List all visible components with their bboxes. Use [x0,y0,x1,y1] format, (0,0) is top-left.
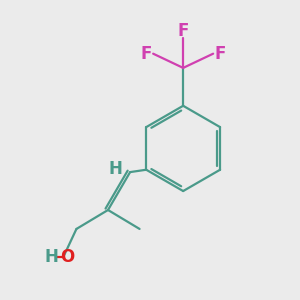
Text: F: F [178,22,189,40]
Text: O: O [60,248,74,266]
Text: F: F [214,45,226,63]
Text: H: H [109,160,123,178]
Text: H: H [44,248,58,266]
Text: F: F [140,45,152,63]
